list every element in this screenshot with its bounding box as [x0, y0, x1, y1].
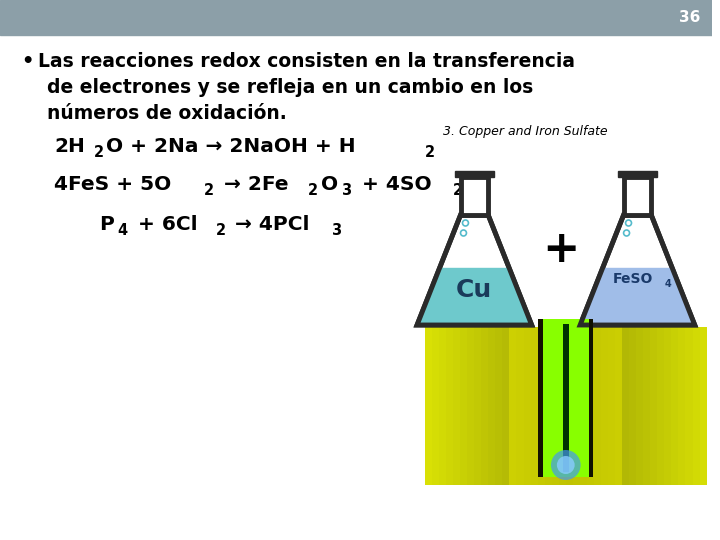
Text: → 4PCl: → 4PCl — [228, 215, 310, 234]
Bar — [566, 327, 573, 485]
Text: 3: 3 — [333, 223, 343, 238]
Bar — [636, 327, 643, 485]
Text: + 6Cl: + 6Cl — [131, 215, 197, 234]
Bar — [503, 327, 510, 485]
Bar — [516, 327, 523, 485]
Bar — [685, 327, 693, 485]
Bar — [454, 171, 494, 177]
Text: 4: 4 — [118, 223, 128, 238]
Bar — [510, 327, 622, 485]
Bar — [601, 327, 608, 485]
Text: números de oxidación.: números de oxidación. — [48, 104, 287, 123]
Bar — [559, 327, 566, 485]
Bar — [531, 327, 538, 485]
Text: 2: 2 — [204, 183, 214, 198]
Bar — [650, 327, 657, 485]
Bar — [672, 327, 678, 485]
Text: O: O — [320, 175, 338, 194]
Bar — [665, 327, 672, 485]
Bar — [538, 319, 593, 477]
Bar — [624, 177, 652, 215]
Text: FeSO: FeSO — [613, 272, 653, 286]
Text: 2: 2 — [425, 145, 435, 160]
Bar — [461, 177, 488, 215]
Bar — [629, 327, 636, 485]
Text: de electrones y se refleja en un cambio en los: de electrones y se refleja en un cambio … — [48, 78, 534, 97]
Bar — [594, 327, 601, 485]
Text: Las reacciones redox consisten en la transferencia: Las reacciones redox consisten en la tra… — [37, 52, 575, 71]
Polygon shape — [580, 268, 695, 325]
Bar — [481, 327, 488, 485]
Polygon shape — [580, 215, 695, 325]
Bar — [563, 324, 569, 472]
Text: 36: 36 — [679, 10, 701, 25]
Bar — [552, 327, 559, 485]
Bar — [432, 327, 439, 485]
Bar — [425, 327, 432, 485]
Text: +: + — [543, 228, 580, 272]
Bar — [544, 327, 552, 485]
Bar — [618, 171, 657, 177]
Bar — [446, 327, 453, 485]
Bar — [622, 327, 629, 485]
Bar — [615, 327, 622, 485]
Bar — [495, 327, 503, 485]
Bar — [542, 319, 590, 477]
Text: 2: 2 — [94, 145, 104, 160]
Bar — [425, 327, 706, 485]
Text: 2: 2 — [307, 183, 318, 198]
Bar — [467, 327, 474, 485]
Text: + 4SO: + 4SO — [355, 175, 432, 194]
Bar — [657, 327, 665, 485]
Text: → 2Fe: → 2Fe — [217, 175, 288, 194]
Bar — [538, 319, 543, 477]
Bar — [643, 327, 650, 485]
Circle shape — [557, 456, 575, 474]
Text: 3: 3 — [343, 183, 353, 198]
Bar — [573, 327, 580, 485]
Text: 4: 4 — [665, 279, 671, 289]
Bar — [488, 327, 495, 485]
Polygon shape — [417, 215, 531, 325]
Bar — [587, 327, 594, 485]
Text: •: • — [22, 52, 34, 71]
Bar — [0, 0, 711, 35]
Bar — [460, 327, 467, 485]
Text: Cu: Cu — [456, 278, 492, 302]
Text: 3. Copper and Iron Sulfate: 3. Copper and Iron Sulfate — [443, 125, 608, 138]
Bar — [580, 327, 587, 485]
Polygon shape — [417, 268, 531, 325]
Bar — [608, 327, 615, 485]
Text: 2: 2 — [453, 183, 463, 198]
Circle shape — [551, 450, 580, 480]
Bar — [538, 327, 544, 485]
Text: 2: 2 — [216, 223, 225, 238]
Bar — [439, 327, 446, 485]
Bar — [588, 319, 593, 477]
Text: O + 2Na → 2NaOH + H: O + 2Na → 2NaOH + H — [107, 137, 356, 156]
Bar — [693, 327, 700, 485]
Bar — [523, 327, 531, 485]
Bar — [700, 327, 706, 485]
Bar — [453, 327, 460, 485]
Bar — [678, 327, 685, 485]
Bar — [510, 327, 516, 485]
Text: P: P — [99, 215, 114, 234]
Bar — [474, 327, 481, 485]
Text: 2H: 2H — [54, 137, 85, 156]
Text: 4FeS + 5O: 4FeS + 5O — [54, 175, 171, 194]
